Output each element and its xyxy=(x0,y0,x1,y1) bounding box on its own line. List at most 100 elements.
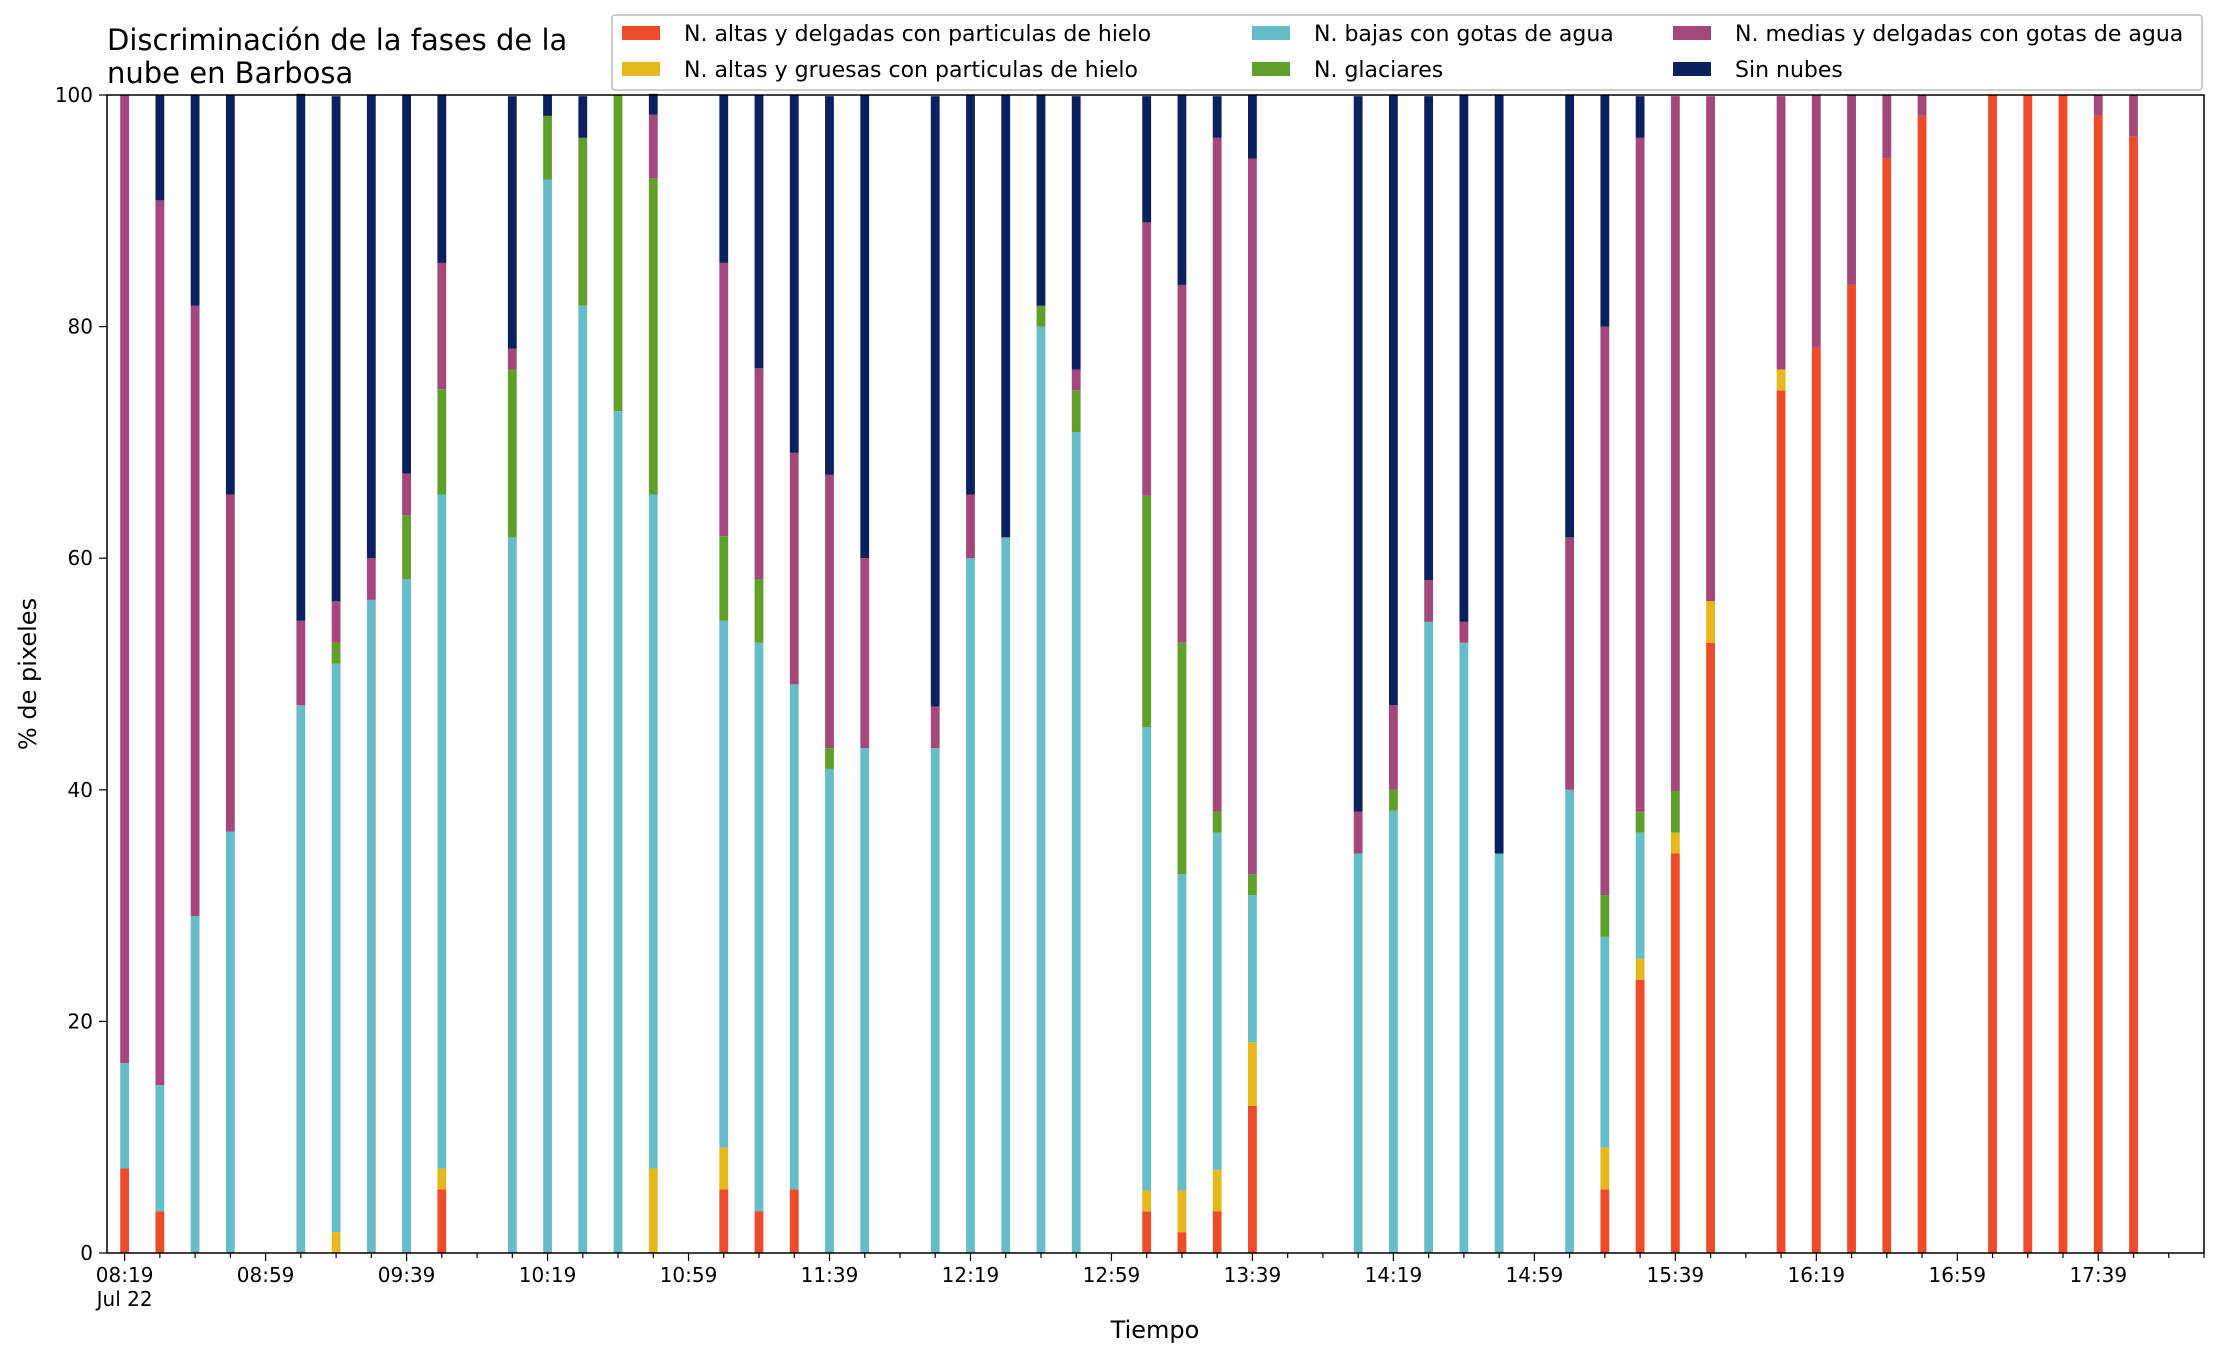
x-tick-label: 08:19 xyxy=(96,1263,154,1287)
bar-segment xyxy=(1917,115,1927,1254)
legend-swatch xyxy=(1252,62,1290,76)
bar-segment xyxy=(437,262,447,390)
bar-segment xyxy=(648,93,658,115)
bar-segment xyxy=(225,494,235,832)
bar-segment xyxy=(648,114,658,179)
bar-segment xyxy=(930,96,940,707)
bar-segment xyxy=(1811,95,1821,348)
y-tick-label: 100 xyxy=(55,83,93,107)
bar-segment xyxy=(155,1211,165,1253)
bar-segment xyxy=(1494,95,1504,854)
bar-segment xyxy=(930,748,940,1253)
bar-segment xyxy=(1424,580,1434,622)
y-tick-label: 20 xyxy=(68,1009,93,1033)
bar-segment xyxy=(2023,95,2033,1253)
x-axis-ticks: 08:19 08:59 09:39 10:19 10:59 11:39 12:19 12:59… xyxy=(95,1253,2205,1311)
bar-segment xyxy=(930,706,940,749)
bar-segment xyxy=(1565,95,1575,538)
bar-segment xyxy=(155,95,165,201)
bar-segment xyxy=(331,1232,341,1253)
bar-segment xyxy=(190,916,200,1253)
bar-segment xyxy=(1670,790,1680,833)
bar-segment xyxy=(1776,96,1786,370)
legend-frame xyxy=(611,14,2203,91)
x-tick-label: 16:19 xyxy=(1787,1263,1845,1287)
bar-segment xyxy=(1388,789,1398,811)
y-tick-label: 40 xyxy=(68,778,93,802)
bar-segment xyxy=(754,642,764,1212)
bar-segment xyxy=(507,348,517,370)
bar-segment xyxy=(1670,832,1680,854)
bar-segment xyxy=(1353,96,1363,812)
bar-segment xyxy=(1635,832,1645,959)
y-axis-ticks: 0 20 40 60 80 100 xyxy=(55,83,107,1265)
x-tick-label: 14:19 xyxy=(1365,1263,1423,1287)
bar-segment xyxy=(966,494,975,559)
bar-segment xyxy=(1459,642,1469,1253)
bar-segment xyxy=(543,95,552,116)
bar-segment xyxy=(507,537,517,1253)
x-tick-label: 09:39 xyxy=(378,1263,436,1287)
bar-segment xyxy=(1600,326,1610,896)
bar-segment xyxy=(1142,96,1152,223)
bar-segment xyxy=(1353,811,1363,854)
legend-label: N. altas y delgadas con particulas de hi… xyxy=(684,22,1151,47)
x-tick-date-label: Jul 22 xyxy=(95,1287,153,1311)
bar-segment xyxy=(1600,95,1610,327)
x-tick-label: 08:59 xyxy=(237,1263,295,1287)
bar-segment xyxy=(1459,95,1469,622)
bar-segment xyxy=(719,1147,729,1190)
legend-swatch xyxy=(622,62,660,76)
bar-segment xyxy=(719,262,729,537)
bar-segment xyxy=(1635,979,1645,1253)
bar-segment xyxy=(1776,390,1786,1253)
legend: N. altas y delgadas con particulas de hi… xyxy=(611,14,2203,91)
bar-segment xyxy=(155,200,165,1086)
bar-segment xyxy=(1706,96,1715,602)
bar-segment xyxy=(2093,95,2103,116)
bar-segment xyxy=(437,95,447,263)
bar-segment xyxy=(1917,95,1927,116)
x-axis-label: Tiempo xyxy=(1110,1316,1200,1344)
chart-title-line-1: Discriminación de la fases de la xyxy=(107,23,567,57)
legend-swatch xyxy=(1673,62,1711,76)
bar-segment xyxy=(1388,95,1398,706)
plot-frame xyxy=(106,94,2205,1254)
bar-segment xyxy=(719,1189,729,1253)
bar-segment xyxy=(648,1168,658,1253)
bar-segment xyxy=(331,642,341,664)
bar-segment xyxy=(1248,1105,1257,1253)
bar-segment xyxy=(1142,727,1152,1191)
bar-segment xyxy=(1036,326,1046,1254)
bar-segment xyxy=(1600,1147,1610,1190)
bar-segment xyxy=(1212,832,1222,1170)
bar-segment xyxy=(860,748,870,1253)
chart-title-line-2: nube en Barbosa xyxy=(107,56,353,90)
bar-segment xyxy=(1600,936,1610,1148)
bar-segment xyxy=(296,93,306,621)
bar-segment xyxy=(613,411,623,1253)
bar-segment xyxy=(719,536,729,621)
bar-segment xyxy=(789,95,799,453)
bar-segment xyxy=(402,515,411,580)
bar-segment xyxy=(437,494,447,1169)
bar-segment xyxy=(366,95,376,559)
bar-segment xyxy=(1248,158,1257,875)
bar-segment xyxy=(225,831,235,1253)
bar-segment xyxy=(1177,95,1187,285)
bar-segment xyxy=(966,95,975,495)
y-tick-label: 0 xyxy=(80,1241,93,1265)
legend-label: Sin nubes xyxy=(1735,58,1843,83)
bar-segment xyxy=(1424,621,1434,1253)
bar-segment xyxy=(1635,958,1645,980)
y-tick-label: 60 xyxy=(68,546,93,570)
x-tick-label: 10:59 xyxy=(660,1263,718,1287)
x-tick-label: 11:39 xyxy=(801,1263,859,1287)
legend-label: N. bajas con gotas de agua xyxy=(1314,22,1614,47)
bar-segment xyxy=(1212,1211,1222,1253)
bar-segment xyxy=(754,579,764,643)
y-axis-label: % de pixeles xyxy=(14,598,42,750)
bar-segment xyxy=(1001,95,1011,538)
bar-segment xyxy=(1706,601,1715,643)
bar-segment xyxy=(1494,853,1504,1253)
